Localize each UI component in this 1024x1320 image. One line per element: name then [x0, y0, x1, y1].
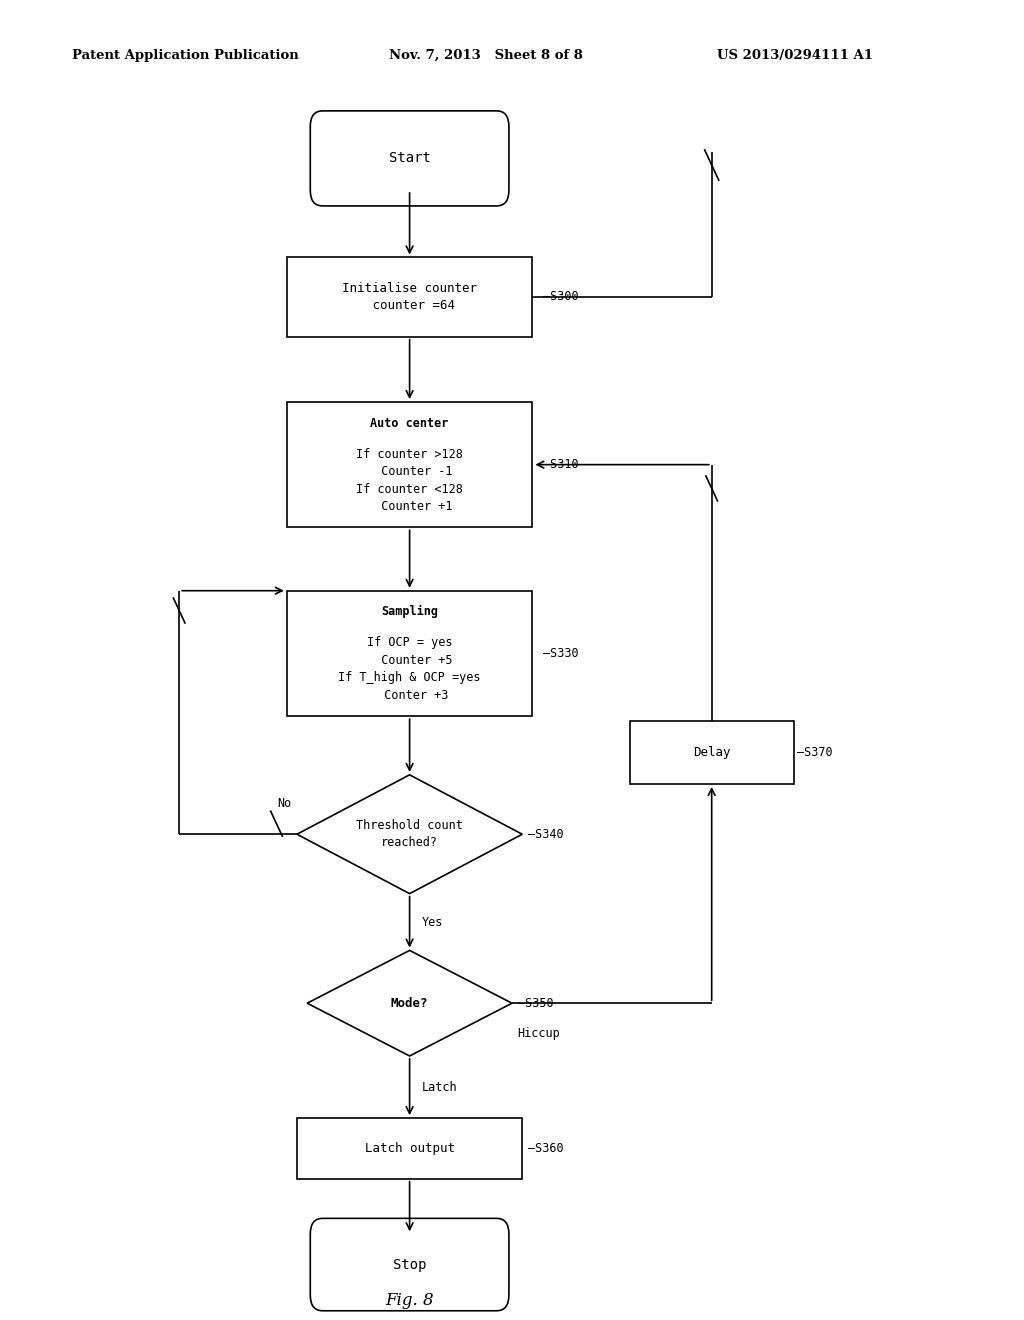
Text: Start: Start — [389, 152, 430, 165]
Text: —S300: —S300 — [543, 290, 579, 304]
Text: —S360: —S360 — [528, 1142, 564, 1155]
Text: Delay: Delay — [693, 746, 730, 759]
Polygon shape — [307, 950, 512, 1056]
FancyBboxPatch shape — [310, 111, 509, 206]
Text: Patent Application Publication: Patent Application Publication — [72, 49, 298, 62]
Text: Stop: Stop — [393, 1258, 426, 1271]
Text: Threshold count
reached?: Threshold count reached? — [356, 818, 463, 850]
Text: —S350: —S350 — [518, 997, 554, 1010]
Text: Latch: Latch — [422, 1081, 458, 1093]
Polygon shape — [297, 775, 522, 894]
Text: Auto center: Auto center — [371, 417, 449, 429]
Text: —S340: —S340 — [528, 828, 564, 841]
Text: If counter >128
  Counter -1
If counter <128
  Counter +1: If counter >128 Counter -1 If counter <1… — [356, 447, 463, 513]
Bar — [630, 721, 794, 784]
Text: Yes: Yes — [422, 916, 443, 928]
Bar — [287, 257, 532, 337]
FancyBboxPatch shape — [310, 1218, 509, 1311]
Text: —S370: —S370 — [797, 746, 833, 759]
Bar — [287, 401, 532, 527]
Text: Mode?: Mode? — [391, 997, 428, 1010]
Text: Fig. 8: Fig. 8 — [385, 1292, 434, 1309]
Text: US 2013/0294111 A1: US 2013/0294111 A1 — [717, 49, 872, 62]
Text: Initialise counter
 counter =64: Initialise counter counter =64 — [342, 281, 477, 313]
Text: If OCP = yes
  Counter +5
If T_high & OCP =yes
  Conter +3: If OCP = yes Counter +5 If T_high & OCP … — [338, 636, 481, 702]
Text: Nov. 7, 2013   Sheet 8 of 8: Nov. 7, 2013 Sheet 8 of 8 — [389, 49, 583, 62]
Text: —S330: —S330 — [543, 647, 579, 660]
Text: Sampling: Sampling — [381, 606, 438, 618]
Bar — [297, 1118, 522, 1179]
Text: Hiccup: Hiccup — [517, 1027, 560, 1040]
Text: Latch output: Latch output — [365, 1142, 455, 1155]
Text: No: No — [278, 797, 292, 810]
Bar — [287, 591, 532, 715]
Text: —S310: —S310 — [543, 458, 579, 471]
